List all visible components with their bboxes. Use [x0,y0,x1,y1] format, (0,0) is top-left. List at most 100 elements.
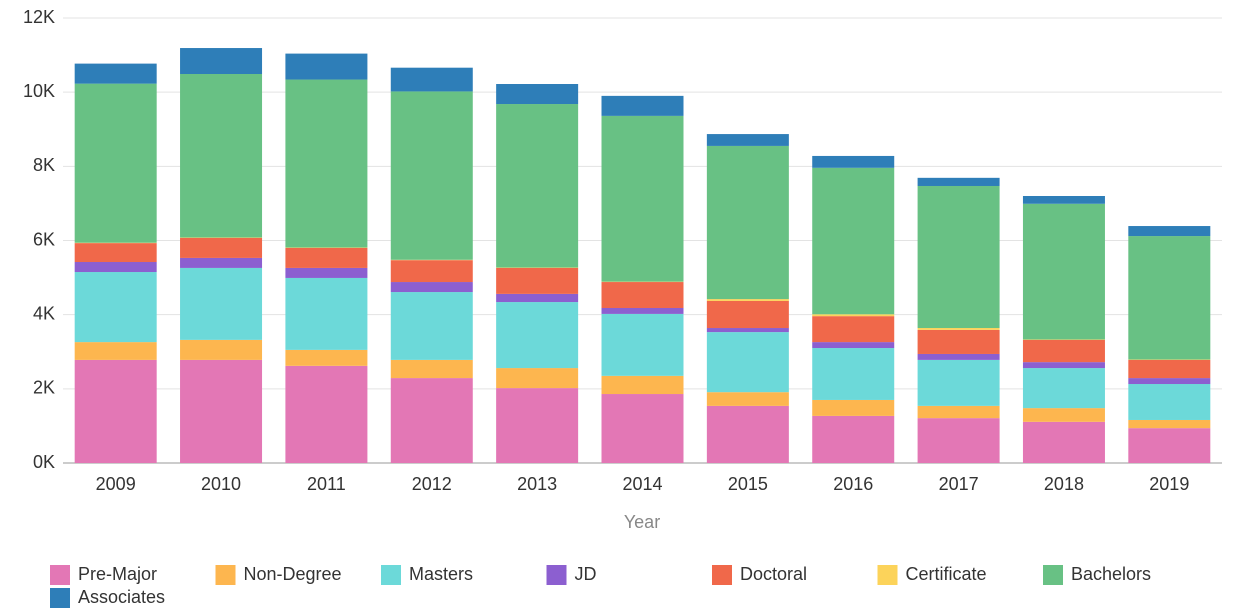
y-tick-label: 12K [23,7,55,27]
bar-segment [74,342,157,360]
y-tick-label: 4K [33,303,55,323]
bar-segment [285,349,368,366]
bar-segment [74,243,157,263]
bar-segment [706,332,789,393]
bar-segment [285,247,368,268]
y-tick-label: 0K [33,452,55,472]
bar-segment [180,237,263,258]
bar-segment [180,48,263,74]
bar-segment [917,359,1000,406]
bar-segment [496,267,579,294]
x-tick-label: 2011 [307,474,346,494]
bar-segment [496,388,579,463]
bar-segment [706,328,789,333]
bar-segment [1022,339,1105,363]
bar-segment [496,104,579,268]
y-tick-label: 10K [23,81,55,101]
bar-segment [812,316,895,343]
bar-segment [180,73,263,238]
legend-swatch [877,565,898,585]
bar-segment [917,329,1000,354]
bar-segment [1128,378,1211,385]
legend-label: Certificate [906,564,987,584]
bar-segment [496,302,579,369]
bar-segment [1128,428,1211,463]
bar-segment [74,359,157,463]
bar-segment [285,277,368,350]
bar-segment [1128,226,1211,237]
bar-segment [601,375,684,395]
bar-segment [285,53,368,80]
bar-segment [74,83,157,243]
bar-segment [390,67,473,92]
bar-segment [601,115,684,282]
x-tick-label: 2015 [728,474,768,494]
x-tick-label: 2017 [939,474,979,494]
legend-swatch [712,565,732,585]
legend-label: Bachelors [1071,564,1151,584]
bar-segment [496,84,579,105]
bar-segment [1128,419,1211,429]
legend-swatch [1043,565,1063,585]
legend-swatch [215,565,236,585]
bar-segment [812,342,895,349]
legend-label: Pre-Major [78,564,157,584]
bar-segment [917,185,1000,329]
bar-segment [917,328,1000,330]
bar-segment [180,339,263,360]
bar-segment [601,95,684,116]
bar-segment [601,307,684,314]
bar-segment [180,257,263,268]
bar-segment [180,359,263,463]
y-tick-label: 6K [33,229,55,249]
bar-segment [917,353,1000,360]
bar-segment [496,293,579,303]
x-tick-label: 2014 [622,474,662,494]
bar-segment [285,79,368,248]
legend-label: Non-Degree [244,564,342,584]
bar-segment [390,91,473,260]
bar-segment [1022,362,1105,369]
legend-label: JD [575,564,597,584]
bar-segment [917,177,1000,186]
bar-segment [917,418,1000,463]
bar-segment [601,282,684,308]
bar-segment [285,267,368,278]
bar-segment [1022,368,1105,409]
bar-segment [1022,203,1105,340]
legend-label: Associates [78,587,165,607]
bar-segment [1128,384,1211,420]
bar-segment [496,368,579,389]
bar-segment [812,399,895,416]
legend-label: Masters [409,564,473,584]
bar-segment [390,260,473,283]
legend-swatch [381,565,401,585]
bar-segment [601,313,684,376]
bar-segment [812,348,895,400]
legend-swatch [546,565,567,585]
y-tick-label: 8K [33,155,55,175]
bar-segment [812,155,895,168]
x-tick-label: 2010 [201,474,241,494]
x-axis-label: Year [624,512,660,532]
bar-segment [1022,408,1105,422]
bar-segment [180,267,263,340]
bar-segment [917,405,1000,419]
bar-segment [1128,359,1211,379]
bar-segment [390,282,473,293]
legend-swatch [50,588,70,608]
bar-segment [74,262,157,273]
bar-segment [706,392,789,406]
bar-segment [706,405,789,463]
x-tick-label: 2013 [517,474,557,494]
bar-segment [812,167,895,315]
bar-segment [706,134,789,146]
bar-segment [1128,236,1211,360]
x-tick-label: 2019 [1149,474,1189,494]
legend-swatch [50,565,70,585]
bar-segment [812,314,895,317]
legend-label: Doctoral [740,564,807,584]
bar-segment [1022,421,1105,463]
bar-segment [390,292,473,360]
